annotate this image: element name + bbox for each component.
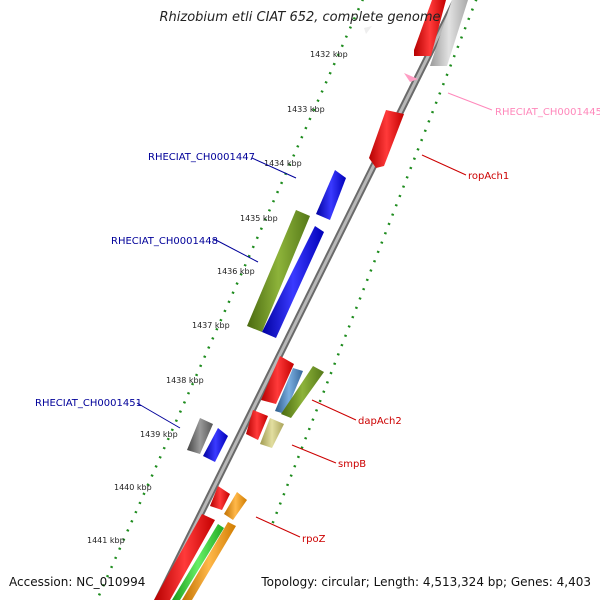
gene-label-rheciat-ch0001447: RHECIAT_CH0001447 bbox=[148, 152, 255, 163]
leader-lines bbox=[136, 92, 493, 538]
gene-lime-bottom[interactable] bbox=[172, 524, 224, 600]
gene-top-gray[interactable] bbox=[430, 0, 468, 66]
ruler-label: 1433 kbp bbox=[287, 105, 325, 114]
gene-red-bottom[interactable] bbox=[154, 514, 215, 600]
gene-rheciat-ch0001447[interactable] bbox=[316, 170, 346, 220]
ruler-label: 1435 kbp bbox=[240, 214, 278, 223]
gene-red-1439[interactable] bbox=[246, 410, 268, 440]
gene-rpoz[interactable] bbox=[224, 492, 247, 520]
gene-rheciat-ch0001445[interactable] bbox=[404, 73, 418, 82]
ruler-track-left bbox=[95, 0, 364, 600]
gene-smpb[interactable] bbox=[260, 418, 284, 448]
gene-white-small bbox=[364, 26, 372, 34]
ruler-label: 1432 kbp bbox=[310, 50, 348, 59]
gene-labels: RHECIAT_CH0001445 ropAch1 RHECIAT_CH0001… bbox=[35, 107, 600, 545]
ruler-label: 1441 kbp bbox=[87, 536, 125, 545]
ruler-labels: 1432 kbp 1433 kbp 1434 kbp 1435 kbp 1436… bbox=[87, 50, 348, 545]
gene-steel-1438[interactable] bbox=[275, 368, 303, 414]
ruler-label: 1436 kbp bbox=[217, 267, 255, 276]
genome-backbone bbox=[154, 0, 460, 600]
ruler-label: 1438 kbp bbox=[166, 376, 204, 385]
gene-blue-1439[interactable] bbox=[203, 428, 228, 462]
genome-title: Rhizobium etli CIAT 652, complete genome bbox=[159, 10, 441, 25]
gene-orange-bottom[interactable] bbox=[182, 522, 236, 600]
accession-text: Accession: NC_010994 bbox=[9, 575, 146, 589]
gene-rheciat-ch0001451[interactable] bbox=[187, 418, 213, 454]
topology-text: Topology: circular; Length: 4,513,324 bp… bbox=[261, 575, 591, 589]
ruler-label: 1440 kbp bbox=[114, 483, 152, 492]
gene-label-rpoz: rpoZ bbox=[302, 534, 326, 545]
ruler-label: 1439 kbp bbox=[140, 430, 178, 439]
gene-red-1438[interactable] bbox=[261, 356, 294, 404]
gene-label-dapach2: dapAch2 bbox=[358, 416, 402, 427]
gene-top-red[interactable] bbox=[414, 0, 446, 56]
gene-blue-long[interactable] bbox=[262, 226, 324, 338]
gene-label-rheciat-ch0001451: RHECIAT_CH0001451 bbox=[35, 398, 142, 409]
gene-ropach1[interactable] bbox=[369, 110, 404, 168]
ruler-label: 1437 kbp bbox=[192, 321, 230, 330]
gene-label-rheciat-ch0001445: RHECIAT_CH0001445 bbox=[495, 107, 600, 118]
gene-rheciat-ch0001448-olive[interactable] bbox=[247, 210, 310, 332]
gene-red-1440[interactable] bbox=[210, 486, 230, 510]
gene-label-smpb: smpB bbox=[338, 459, 366, 470]
gene-label-rheciat-ch0001448: RHECIAT_CH0001448 bbox=[111, 236, 218, 247]
gene-dapach2[interactable] bbox=[281, 366, 324, 418]
ruler-label: 1434 kbp bbox=[264, 159, 302, 168]
gene-label-ropach1: ropAch1 bbox=[468, 171, 509, 182]
